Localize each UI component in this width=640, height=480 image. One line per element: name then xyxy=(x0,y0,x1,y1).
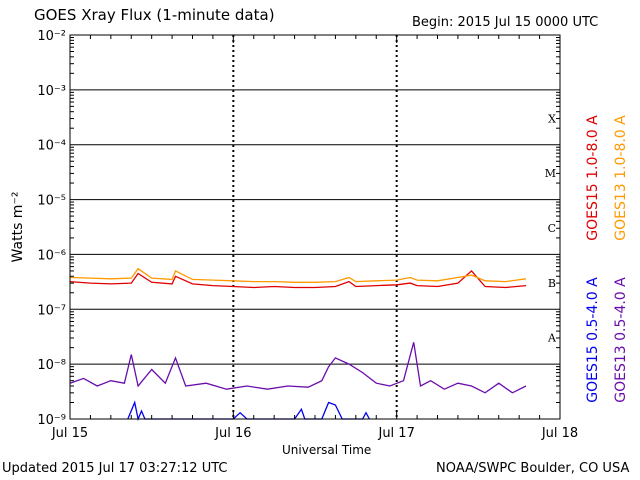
flare-class-label: A xyxy=(547,332,557,345)
y-tick-label: 10⁻³ xyxy=(37,84,66,99)
begin-time-label: Begin: 2015 Jul 15 0000 UTC xyxy=(412,15,599,30)
x-tick-label: Jul 18 xyxy=(541,426,578,441)
plot-frame xyxy=(69,34,561,420)
y-axis-title: Watts m⁻² xyxy=(10,192,26,263)
series-line xyxy=(69,342,527,394)
legend-entry: GOES13 1.0-8.0 A xyxy=(613,115,629,241)
y-tick-label: 10⁻⁴ xyxy=(37,139,66,154)
grid-layer xyxy=(70,34,560,420)
flare-class-label: X xyxy=(548,112,556,125)
y-tick-label: 10⁻⁶ xyxy=(37,248,66,263)
chart-title: GOES Xray Flux (1-minute data) xyxy=(34,6,275,24)
legend-entry: GOES15 1.0-8.0 A xyxy=(585,115,601,241)
series-layer xyxy=(69,267,527,422)
flare-class-label: C xyxy=(548,222,556,235)
y-tick-label: 10⁻⁷ xyxy=(37,303,66,318)
x-axis-title: Universal Time xyxy=(282,443,372,457)
y-tick-label: 10⁻⁸ xyxy=(37,358,66,373)
credit-label: NOAA/SWPC Boulder, CO USA xyxy=(436,461,630,476)
legend-entry: GOES13 0.5-4.0 A xyxy=(613,277,629,403)
flare-class-label: M xyxy=(545,167,556,180)
y-tick-label: 10⁻⁹ xyxy=(37,413,66,428)
series-line xyxy=(127,400,370,422)
y-tick-label: 10⁻² xyxy=(37,29,66,44)
x-tick-label: Jul 17 xyxy=(377,426,414,441)
x-tick-label: Jul 15 xyxy=(51,426,88,441)
legend-entry: GOES15 0.5-4.0 A xyxy=(585,277,601,403)
updated-timestamp: Updated 2015 Jul 17 03:27:12 UTC xyxy=(2,461,228,476)
series-line xyxy=(69,269,527,289)
x-tick-label: Jul 16 xyxy=(214,426,251,441)
y-tick-label: 10⁻⁵ xyxy=(37,194,66,209)
frame-layer xyxy=(69,34,561,420)
flare-class-label: B xyxy=(548,277,556,290)
series-line xyxy=(69,267,527,283)
